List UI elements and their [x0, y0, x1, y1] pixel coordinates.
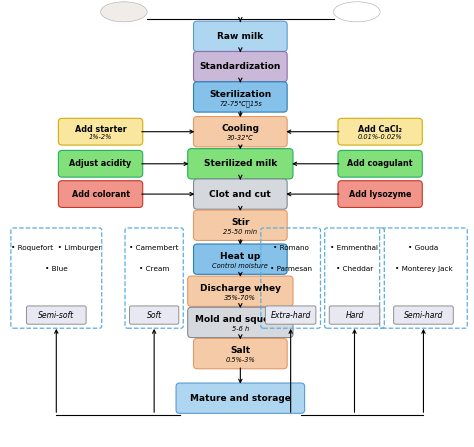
Text: • Cheddar: • Cheddar [336, 266, 373, 272]
Text: 0.01%-0.02%: 0.01%-0.02% [358, 134, 402, 140]
FancyBboxPatch shape [193, 244, 287, 274]
Text: Sterilized milk: Sterilized milk [204, 159, 277, 168]
FancyBboxPatch shape [265, 306, 316, 324]
Text: Discharge whey: Discharge whey [200, 284, 281, 293]
FancyBboxPatch shape [193, 179, 287, 209]
Text: Control moisture: Control moisture [212, 263, 268, 269]
FancyBboxPatch shape [193, 51, 287, 82]
Text: 25-50 min: 25-50 min [223, 229, 257, 235]
Text: 1%-2%: 1%-2% [89, 134, 112, 140]
Ellipse shape [334, 2, 380, 22]
FancyBboxPatch shape [338, 118, 422, 145]
Text: • Monterey Jack: • Monterey Jack [394, 266, 452, 272]
FancyBboxPatch shape [338, 181, 422, 207]
Text: Cooling: Cooling [221, 124, 259, 133]
Text: • Emmenthal: • Emmenthal [330, 245, 379, 251]
FancyBboxPatch shape [188, 149, 293, 179]
Text: 72-75℃，15s: 72-75℃，15s [219, 100, 262, 107]
FancyBboxPatch shape [193, 210, 287, 240]
FancyBboxPatch shape [58, 151, 143, 177]
Text: • Gouda: • Gouda [408, 245, 438, 251]
FancyBboxPatch shape [129, 306, 179, 324]
FancyBboxPatch shape [393, 306, 453, 324]
Text: Add colorant: Add colorant [72, 190, 129, 198]
Text: Stir: Stir [231, 218, 250, 227]
Text: Mold and squeeze: Mold and squeeze [194, 315, 286, 324]
Text: • Romano: • Romano [273, 245, 309, 251]
Text: Semi-soft: Semi-soft [38, 311, 74, 320]
Text: Sterilization: Sterilization [209, 90, 272, 99]
FancyBboxPatch shape [329, 306, 380, 324]
Text: • Roquefort  • Limburger: • Roquefort • Limburger [11, 245, 101, 251]
FancyBboxPatch shape [58, 181, 143, 207]
FancyBboxPatch shape [176, 383, 305, 413]
Text: • Parmesan: • Parmesan [270, 266, 312, 272]
FancyBboxPatch shape [58, 118, 143, 145]
FancyBboxPatch shape [193, 21, 287, 51]
Text: Salt: Salt [230, 346, 250, 355]
Text: Mature and storage: Mature and storage [190, 394, 291, 403]
Text: 35%-70%: 35%-70% [224, 295, 256, 301]
Text: Heat up: Heat up [220, 252, 261, 261]
FancyBboxPatch shape [338, 151, 422, 177]
Text: • Blue: • Blue [45, 266, 68, 272]
Text: Raw milk: Raw milk [217, 32, 264, 41]
Text: Extra-hard: Extra-hard [271, 311, 311, 320]
Text: • Cream: • Cream [139, 266, 169, 272]
FancyBboxPatch shape [193, 338, 287, 369]
FancyBboxPatch shape [193, 82, 287, 112]
Text: Semi-hard: Semi-hard [404, 311, 443, 320]
Text: 0.5%-3%: 0.5%-3% [226, 357, 255, 363]
Text: Add starter: Add starter [75, 125, 127, 134]
Text: Soft: Soft [146, 311, 162, 320]
Text: 30-32℃: 30-32℃ [227, 135, 254, 141]
Text: Hard: Hard [345, 311, 364, 320]
FancyBboxPatch shape [188, 307, 293, 337]
Text: Add lysozyme: Add lysozyme [349, 190, 411, 198]
Text: Add coagulant: Add coagulant [347, 159, 413, 168]
Text: Standardization: Standardization [200, 62, 281, 71]
Text: Add CaCl₂: Add CaCl₂ [358, 125, 402, 134]
Text: Adjust acidity: Adjust acidity [69, 159, 132, 168]
Text: 5-6 h: 5-6 h [232, 326, 249, 332]
FancyBboxPatch shape [193, 117, 287, 147]
Ellipse shape [100, 2, 147, 22]
FancyBboxPatch shape [188, 276, 293, 306]
FancyBboxPatch shape [27, 306, 86, 324]
Text: • Camembert: • Camembert [129, 245, 179, 251]
Text: Clot and cut: Clot and cut [210, 190, 271, 198]
